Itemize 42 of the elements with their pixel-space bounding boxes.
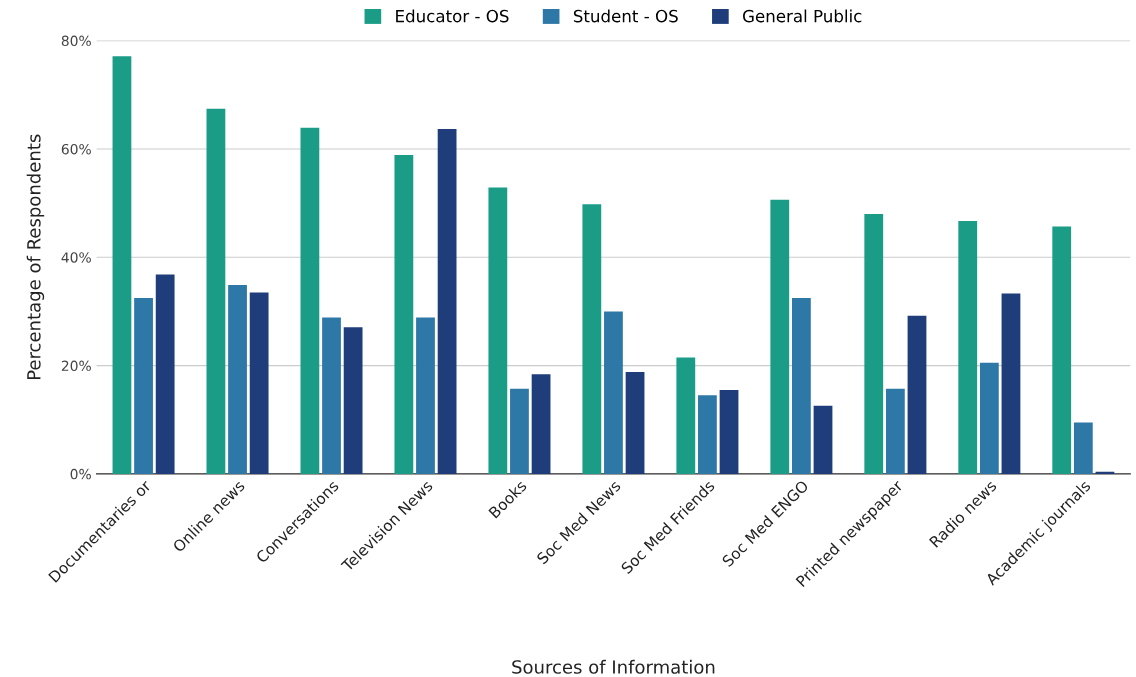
bar <box>510 388 529 474</box>
y-tick-label: 40% <box>61 252 91 263</box>
y-tick-label: 20% <box>61 360 91 372</box>
bar <box>979 362 999 474</box>
bar <box>437 128 457 474</box>
y-axis-title: Percentage of Respondents <box>26 134 45 380</box>
bar <box>1001 293 1021 474</box>
bar <box>249 292 269 474</box>
y-tick-label: 0% <box>70 468 91 480</box>
bar <box>112 56 132 474</box>
bar <box>394 154 414 474</box>
bar <box>488 187 508 474</box>
bar <box>1052 226 1072 474</box>
bar <box>343 327 363 474</box>
legend-label: General Public <box>742 9 862 23</box>
bar <box>698 395 717 474</box>
bar <box>604 311 623 474</box>
bar <box>206 108 226 474</box>
bar <box>813 405 833 474</box>
y-tick-label: 60% <box>61 143 91 155</box>
bar <box>322 317 341 474</box>
bar <box>719 389 739 474</box>
bar <box>770 199 790 474</box>
bar <box>885 388 905 474</box>
x-axis-title: Sources of Information <box>512 659 715 674</box>
bar <box>155 274 175 474</box>
y-tick-label: 80% <box>61 35 91 47</box>
bar <box>625 372 645 474</box>
legend-label: Student - OS <box>573 9 678 23</box>
bar <box>792 297 811 474</box>
bar <box>300 127 320 474</box>
legend-label: Educator - OS <box>396 9 509 23</box>
bar <box>864 213 884 474</box>
bar <box>1073 422 1093 474</box>
bar <box>907 315 927 474</box>
bar <box>416 317 435 474</box>
bar <box>676 357 696 474</box>
bar <box>134 297 153 474</box>
bar <box>228 284 247 474</box>
bar <box>531 374 551 474</box>
bar <box>582 204 602 474</box>
bar <box>958 220 978 474</box>
